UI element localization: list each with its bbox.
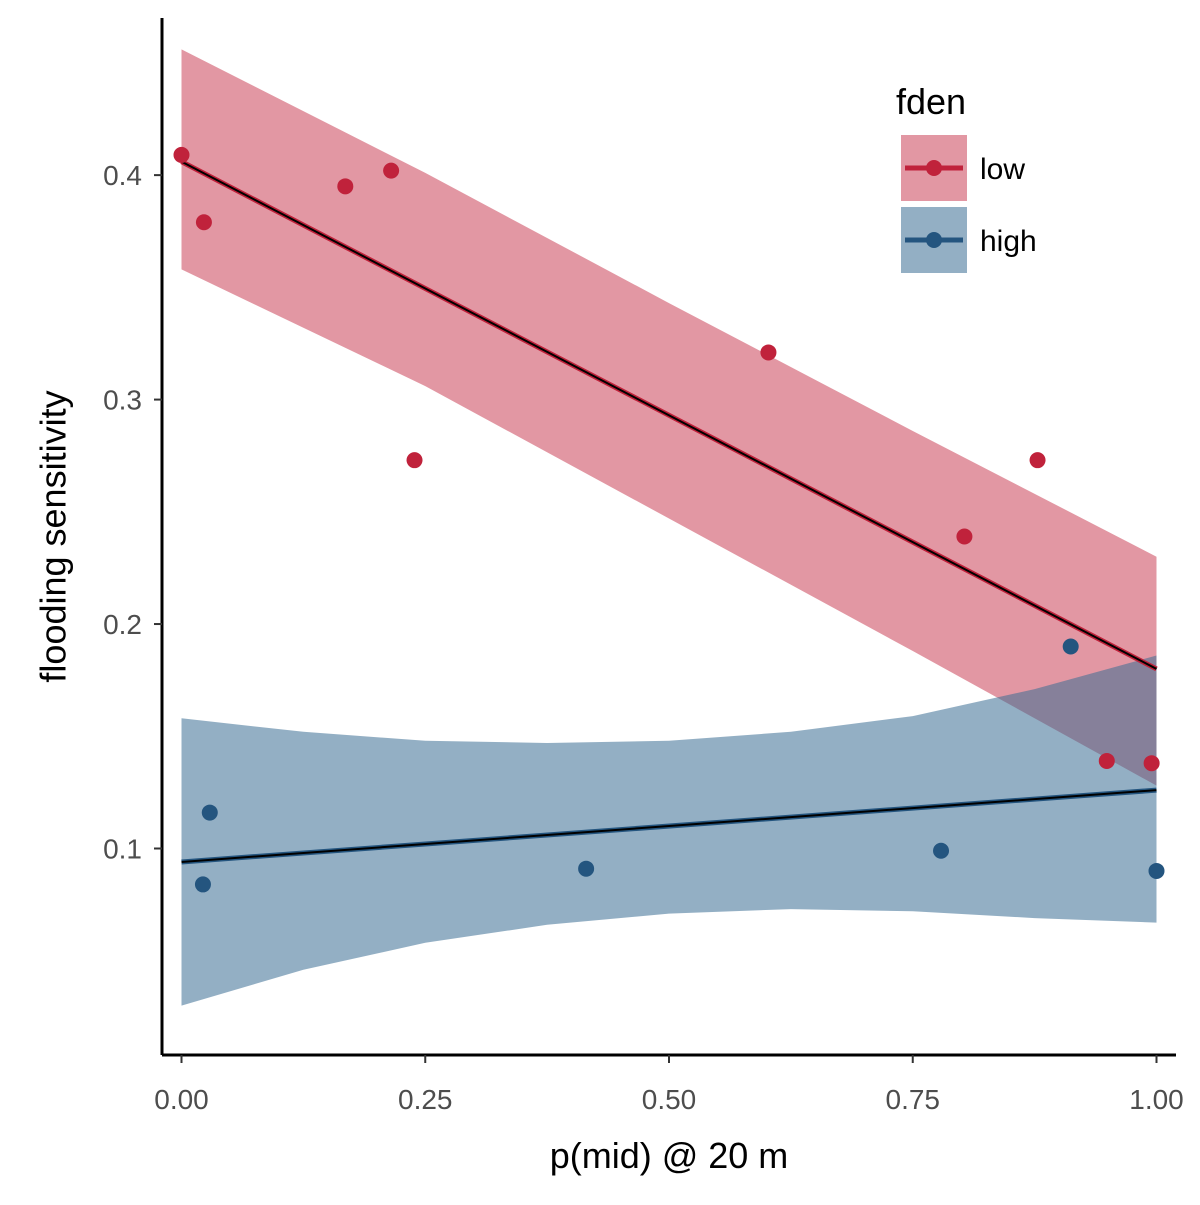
y-tick-label: 0.1 [103,833,142,864]
legend: fden low high [896,81,1037,273]
legend-key-point-high [926,232,942,248]
data-point-high [933,842,950,859]
data-points [173,146,1165,893]
fit-line-high [181,789,1157,863]
data-point-low [956,528,973,545]
data-point-high [1062,638,1079,655]
y-tick-label: 0.3 [103,385,142,416]
x-tick-label: 0.25 [398,1084,453,1115]
y-axis-title: flooding sensitivity [33,390,74,682]
confidence-ribbons [181,49,1157,1006]
data-point-high [201,804,218,821]
fit-line-low [181,160,1157,670]
data-point-low [1029,452,1046,469]
data-point-low [337,178,354,195]
data-point-high [194,876,211,893]
fit-lines [180,159,1158,865]
legend-label-high: high [980,225,1037,258]
legend-title: fden [896,81,966,122]
legend-label-low: low [980,153,1025,186]
data-point-high [578,860,595,877]
confidence-ribbon-high [181,655,1157,1006]
data-point-low [760,344,777,361]
legend-entries: low high [901,135,1037,273]
data-point-low [406,452,423,469]
x-axis-ticks: 0.00 0.25 0.50 0.75 1.00 [154,1055,1184,1115]
data-point-low [173,146,190,163]
x-tick-label: 0.00 [154,1084,209,1115]
x-tick-label: 0.50 [642,1084,697,1115]
x-tick-label: 1.00 [1129,1084,1184,1115]
x-tick-label: 0.75 [886,1084,941,1115]
data-point-low [1143,755,1160,772]
y-tick-label: 0.2 [103,609,142,640]
data-point-low [383,162,400,179]
legend-key-point-low [926,160,942,176]
data-point-low [1098,752,1115,769]
x-axis-title: p(mid) @ 20 m [550,1135,789,1176]
y-tick-label: 0.4 [103,160,142,191]
y-axis-ticks: 0.1 0.2 0.3 0.4 [103,160,162,864]
data-point-low [195,214,212,231]
data-point-high [1148,862,1165,879]
